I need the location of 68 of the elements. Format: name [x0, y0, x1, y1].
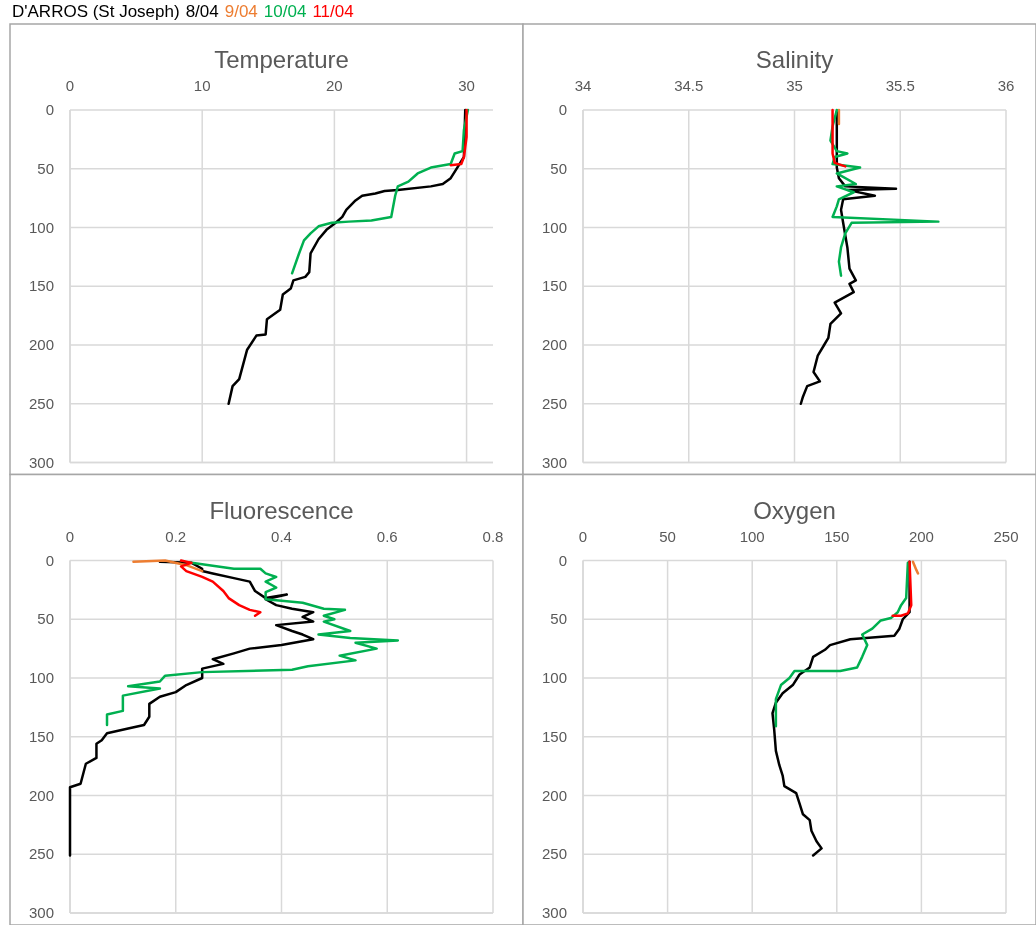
- x-tick-label: 20: [326, 77, 343, 94]
- x-tick-label: 100: [739, 527, 765, 545]
- y-tick-label: 250: [28, 845, 54, 863]
- y-tick-label: 300: [541, 453, 567, 471]
- x-tick-label: 0.2: [165, 527, 187, 545]
- x-tick-label: 10: [193, 77, 211, 94]
- legend-title: D'ARROS (St Joseph): [12, 2, 180, 21]
- line-series: [132, 559, 204, 573]
- y-tick-label: 50: [550, 610, 567, 628]
- y-tick-label: 100: [541, 669, 567, 686]
- y-tick-label: 150: [541, 727, 567, 745]
- x-tick-label: 250: [993, 527, 1019, 545]
- y-tick-label: 50: [37, 159, 54, 177]
- x-tick-label: 35.5: [885, 77, 915, 94]
- line-series: [290, 108, 470, 275]
- x-tick-label: 34.5: [674, 77, 704, 94]
- y-tick-label: 200: [28, 786, 54, 804]
- line-series: [105, 561, 400, 727]
- line-series: [799, 111, 898, 405]
- y-tick-label: 250: [28, 394, 54, 412]
- line-series: [831, 108, 847, 168]
- y-tick-label: 200: [541, 336, 567, 353]
- y-tick-label: 100: [541, 218, 567, 236]
- line-series: [68, 560, 315, 857]
- x-tick-label: 0: [578, 527, 588, 545]
- chart-title: Fluorescence: [209, 496, 354, 524]
- x-tick-label: 200: [908, 527, 934, 545]
- y-tick-label: 300: [541, 904, 567, 921]
- y-tick-label: 0: [558, 101, 567, 118]
- chart-title: Temperature: [214, 46, 349, 73]
- y-tick-label: 150: [28, 277, 54, 295]
- y-tick-label: 100: [28, 669, 54, 686]
- chart-title: Oxygen: [753, 496, 836, 524]
- chart-title: Salinity: [755, 46, 834, 73]
- line-series: [449, 108, 468, 167]
- y-tick-label: 300: [28, 453, 54, 471]
- line-series: [179, 559, 262, 617]
- y-tick-label: 250: [541, 845, 567, 863]
- x-tick-label: 34: [574, 77, 592, 94]
- text: 10/04: [263, 2, 307, 21]
- y-tick-label: 150: [541, 277, 567, 295]
- line-series: [829, 108, 940, 277]
- y-tick-label: 50: [37, 610, 54, 628]
- text: 9/04: [224, 2, 258, 21]
- y-tick-label: 150: [28, 727, 54, 745]
- y-tick-label: 100: [28, 218, 54, 236]
- y-tick-label: 0: [45, 551, 54, 569]
- line-series: [774, 561, 910, 728]
- line-series: [891, 560, 913, 617]
- y-tick-label: 200: [541, 786, 567, 804]
- x-tick-label: 30: [458, 77, 475, 94]
- y-tick-label: 0: [558, 551, 567, 569]
- y-tick-label: 250: [541, 394, 567, 412]
- x-tick-label: 50: [659, 527, 676, 545]
- x-tick-label: 150: [824, 527, 850, 545]
- x-tick-label: 36: [997, 77, 1015, 94]
- x-tick-label: 0.8: [482, 527, 504, 545]
- y-tick-label: 200: [28, 336, 54, 353]
- text: 8/04: [185, 2, 219, 21]
- text: 11/04: [312, 2, 354, 21]
- x-tick-label: 0.4: [271, 527, 292, 545]
- y-tick-label: 300: [28, 904, 54, 921]
- x-tick-label: 0: [65, 77, 75, 94]
- x-tick-label: 35: [786, 77, 803, 94]
- x-tick-label: 0: [65, 527, 75, 545]
- y-tick-label: 50: [550, 159, 567, 177]
- x-tick-label: 0.6: [376, 527, 398, 545]
- y-tick-label: 0: [45, 101, 54, 118]
